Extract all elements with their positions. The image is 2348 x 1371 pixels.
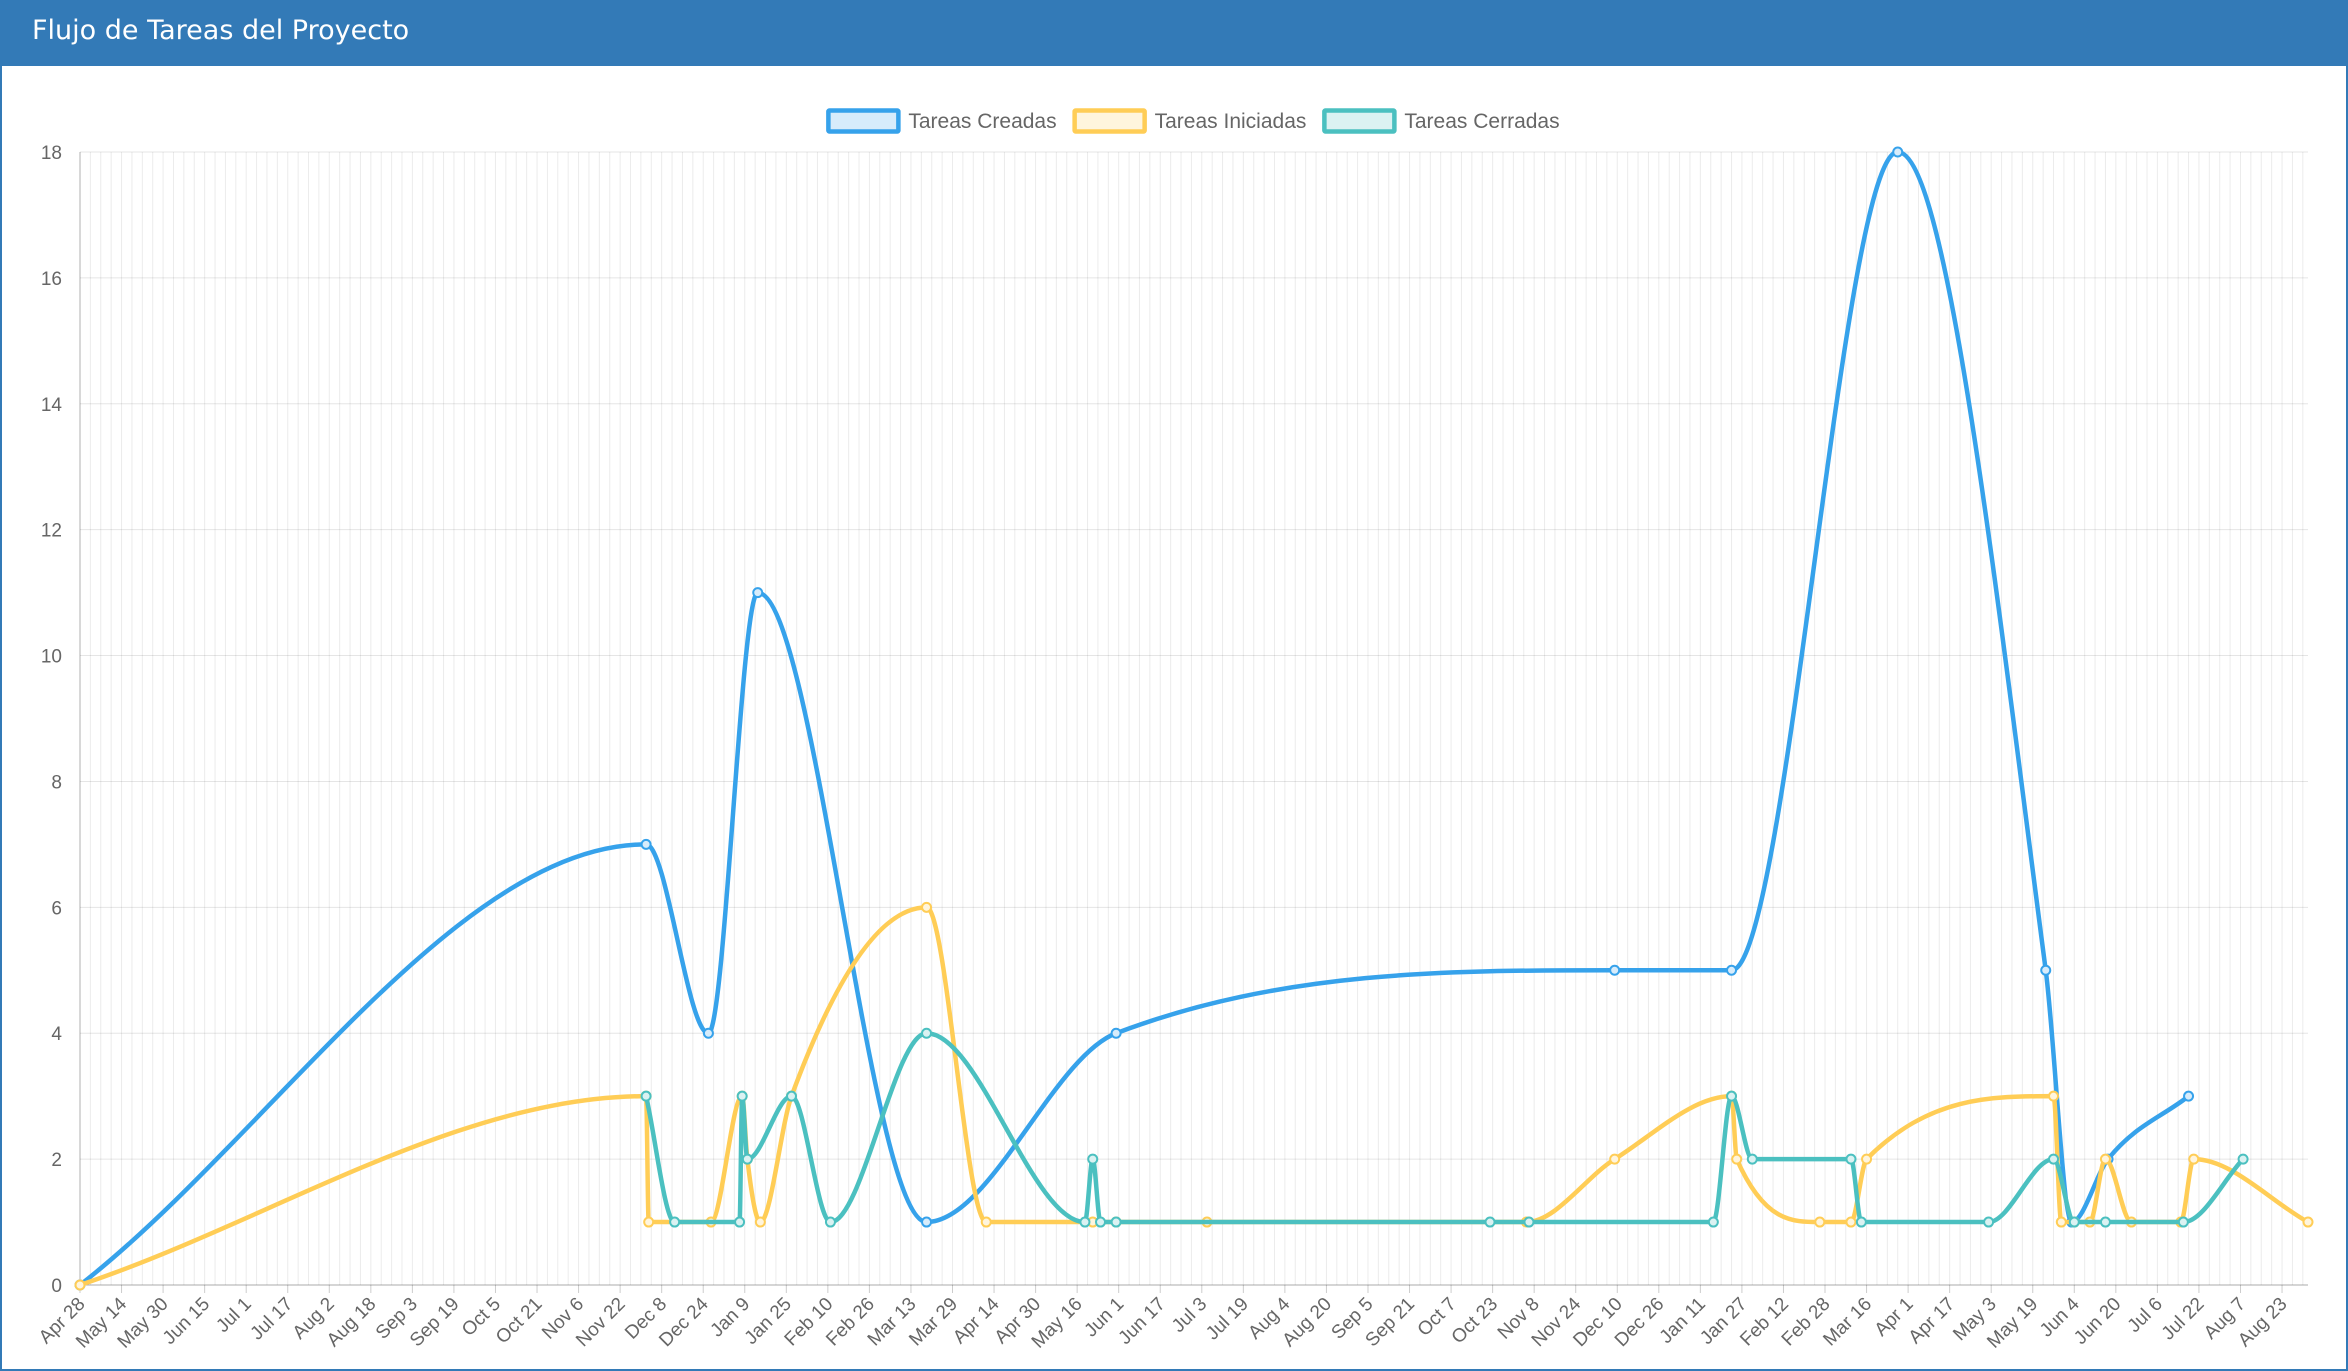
y-tick-label: 12: [41, 521, 62, 542]
data-point[interactable]: [1609, 964, 1621, 976]
x-tick-label: Oct 21: [492, 1294, 546, 1348]
series-line: [77, 149, 2191, 1288]
data-point[interactable]: [1814, 1216, 1826, 1228]
y-tick-label: 2: [51, 1150, 62, 1171]
data-point[interactable]: [1845, 1216, 1857, 1228]
x-tick-label: Jun 15: [159, 1294, 214, 1349]
series-line: [643, 1030, 2246, 1225]
data-point[interactable]: [1609, 1153, 1621, 1165]
data-point[interactable]: [702, 1027, 714, 1039]
data-point[interactable]: [2048, 1153, 2060, 1165]
data-point[interactable]: [2302, 1216, 2314, 1228]
data-point[interactable]: [2177, 1216, 2189, 1228]
y-tick-label: 18: [41, 143, 62, 164]
data-point[interactable]: [2040, 964, 2052, 976]
x-tick-label: Jul 19: [1202, 1294, 1253, 1345]
data-point[interactable]: [754, 1216, 766, 1228]
data-point[interactable]: [1731, 1153, 1743, 1165]
data-point[interactable]: [1726, 1090, 1738, 1102]
series-0: [74, 146, 2195, 1291]
data-point[interactable]: [1726, 964, 1738, 976]
panel-title: Flujo de Tareas del Proyecto: [32, 15, 410, 46]
x-tick-label: Apr 14: [949, 1293, 1004, 1348]
y-tick-label: 16: [41, 269, 62, 290]
data-point[interactable]: [640, 1090, 652, 1102]
y-tick-label: 10: [41, 647, 62, 668]
data-point[interactable]: [980, 1216, 992, 1228]
data-point[interactable]: [921, 1216, 933, 1228]
data-point[interactable]: [786, 1090, 798, 1102]
data-point[interactable]: [1110, 1027, 1122, 1039]
data-point[interactable]: [1845, 1153, 1857, 1165]
data-point[interactable]: [1095, 1216, 1107, 1228]
grid-lines: [79, 151, 2308, 1286]
data-point[interactable]: [1855, 1216, 1867, 1228]
legend-swatch[interactable]: [1322, 108, 1397, 134]
data-point[interactable]: [741, 1153, 753, 1165]
data-point[interactable]: [921, 901, 933, 913]
x-tick-label: Jul 17: [247, 1294, 298, 1345]
y-tick-label: 0: [51, 1276, 62, 1297]
x-tick-label: Jul 22: [2158, 1294, 2209, 1345]
data-point[interactable]: [643, 1216, 655, 1228]
data-point[interactable]: [1746, 1153, 1758, 1165]
data-point[interactable]: [1079, 1216, 1091, 1228]
data-point[interactable]: [2048, 1090, 2060, 1102]
y-tick-label: 6: [51, 898, 62, 919]
data-point[interactable]: [2237, 1153, 2249, 1165]
data-point[interactable]: [1523, 1216, 1535, 1228]
data-point[interactable]: [2188, 1153, 2200, 1165]
legend-label: Tareas Creadas: [908, 110, 1056, 133]
data-point[interactable]: [640, 838, 652, 850]
legend-swatch[interactable]: [1072, 108, 1147, 134]
y-tick-label: 14: [41, 395, 63, 416]
data-point[interactable]: [1707, 1216, 1719, 1228]
legend-label: Tareas Cerradas: [1404, 110, 1559, 133]
data-point[interactable]: [1484, 1216, 1496, 1228]
data-point[interactable]: [1087, 1153, 1099, 1165]
x-tick-label: Jun 17: [1115, 1294, 1170, 1349]
data-point[interactable]: [1110, 1216, 1122, 1228]
panel-header: Flujo de Tareas del Proyecto: [2, 0, 2348, 66]
legend: Tareas Creadas Tareas Iniciadas Tareas Cer…: [826, 108, 1560, 134]
data-point[interactable]: [1892, 146, 1904, 158]
x-tick-label: Apr 17: [1905, 1294, 1959, 1348]
data-point[interactable]: [1861, 1153, 1873, 1165]
data-point[interactable]: [669, 1216, 681, 1228]
data-point[interactable]: [752, 587, 764, 599]
data-point[interactable]: [2099, 1216, 2111, 1228]
y-tick-label: 8: [51, 772, 62, 793]
series-2: [640, 1027, 2249, 1228]
data-point[interactable]: [2099, 1153, 2111, 1165]
y-tick-label: 4: [51, 1024, 62, 1045]
data-point[interactable]: [2183, 1090, 2195, 1102]
data-point[interactable]: [1983, 1216, 1995, 1228]
data-point[interactable]: [921, 1027, 933, 1039]
x-tick-label: Oct 23: [1448, 1294, 1502, 1348]
data-point[interactable]: [736, 1090, 748, 1102]
data-point[interactable]: [824, 1216, 836, 1228]
data-point[interactable]: [2055, 1216, 2067, 1228]
legend-swatch[interactable]: [826, 108, 901, 134]
data-point[interactable]: [2068, 1216, 2080, 1228]
series-1: [74, 901, 2314, 1291]
data-point[interactable]: [734, 1216, 746, 1228]
x-tick-label: Jun 20: [2070, 1294, 2125, 1349]
data-point[interactable]: [74, 1279, 86, 1291]
legend-label: Tareas Iniciadas: [1155, 110, 1307, 133]
